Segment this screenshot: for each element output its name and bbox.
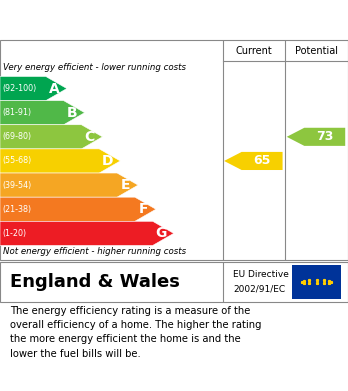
Text: (81-91): (81-91) [3, 108, 32, 117]
Text: E: E [121, 178, 130, 192]
Polygon shape [0, 149, 120, 173]
Text: (39-54): (39-54) [3, 181, 32, 190]
Text: (55-68): (55-68) [3, 156, 32, 165]
Text: 2002/91/EC: 2002/91/EC [233, 284, 285, 293]
Polygon shape [0, 221, 174, 246]
Text: Potential: Potential [295, 45, 338, 56]
Text: F: F [139, 202, 148, 216]
Text: (21-38): (21-38) [3, 205, 32, 214]
Polygon shape [287, 128, 345, 146]
Text: 65: 65 [253, 154, 271, 167]
Text: (1-20): (1-20) [3, 229, 27, 238]
Text: G: G [156, 226, 167, 240]
Polygon shape [0, 100, 85, 125]
Polygon shape [0, 173, 138, 197]
Text: A: A [49, 82, 60, 95]
Polygon shape [0, 125, 102, 149]
Text: 73: 73 [316, 130, 333, 143]
Text: C: C [85, 130, 95, 144]
Polygon shape [0, 77, 67, 100]
Text: B: B [67, 106, 77, 120]
Text: (92-100): (92-100) [3, 84, 37, 93]
Text: Very energy efficient - lower running costs: Very energy efficient - lower running co… [3, 63, 187, 72]
Text: Current: Current [236, 45, 272, 56]
Text: The energy efficiency rating is a measure of the
overall efficiency of a home. T: The energy efficiency rating is a measur… [10, 306, 262, 359]
Text: England & Wales: England & Wales [10, 273, 180, 291]
Polygon shape [224, 152, 283, 170]
Polygon shape [0, 197, 156, 221]
Text: D: D [102, 154, 113, 168]
Text: (69-80): (69-80) [3, 132, 32, 141]
Text: Not energy efficient - higher running costs: Not energy efficient - higher running co… [3, 247, 187, 256]
Bar [292, 265, 341, 298]
Text: EU Directive: EU Directive [233, 270, 289, 279]
Text: Energy Efficiency Rating: Energy Efficiency Rating [10, 12, 232, 27]
